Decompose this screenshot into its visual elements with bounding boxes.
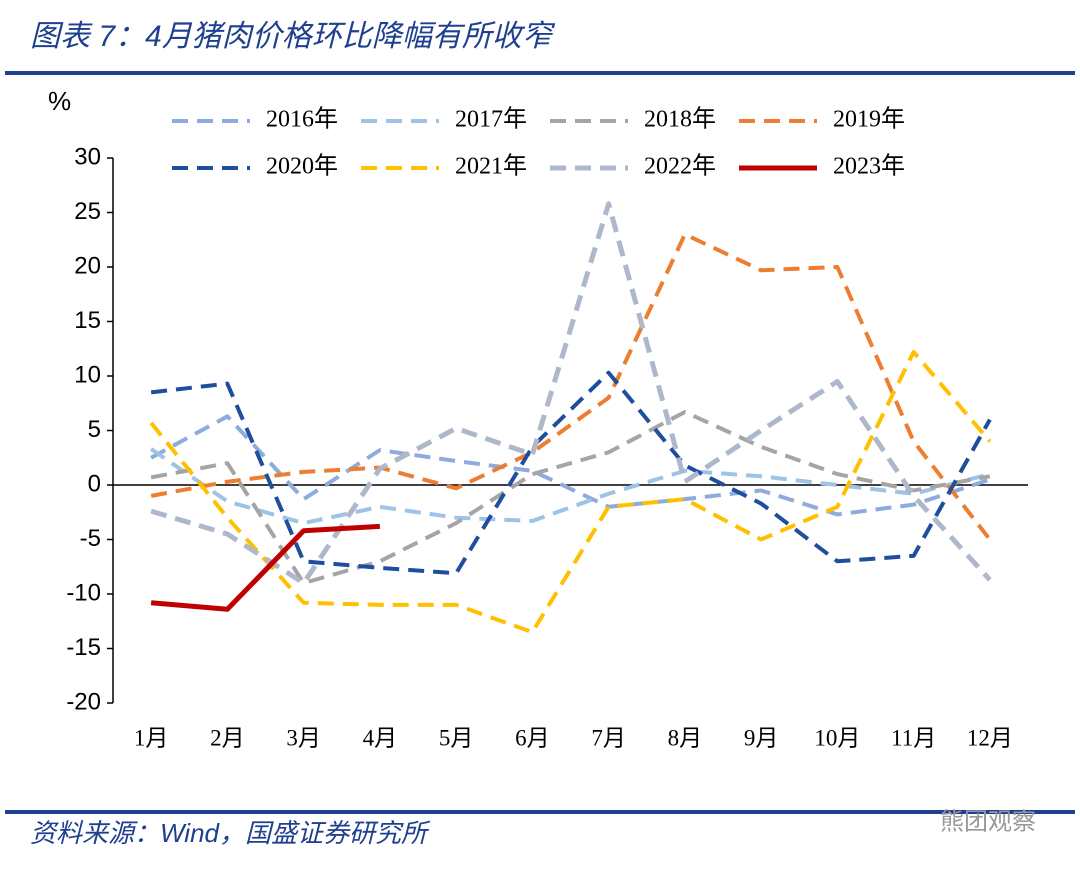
legend-label: 2021年 [455, 153, 527, 180]
y-tick-label: -20 [66, 688, 101, 715]
x-tick-label: 4月 [363, 725, 398, 750]
chart-title: 图表 7：4月猪肉价格环比降幅有所收窄 [30, 20, 556, 53]
y-tick-label: 15 [74, 307, 101, 334]
y-tick-label: 25 [74, 198, 101, 225]
series-line [150, 232, 992, 541]
series-line [150, 523, 381, 612]
x-tick-label: 7月 [591, 725, 626, 750]
y-tick-label: 0 [88, 470, 101, 497]
x-tick-label: 6月 [515, 725, 550, 750]
series-line [150, 201, 992, 586]
x-tick-label: 2月 [210, 725, 245, 750]
legend-label: 2023年 [833, 153, 905, 180]
title-rule [5, 71, 1075, 75]
y-tick-label: -15 [66, 634, 101, 661]
x-tick-label: 11月 [891, 725, 936, 750]
y-tick-label: 5 [88, 416, 101, 443]
source: 资料来源：Wind，国盛证券研究所 [30, 818, 431, 848]
legend-label: 2018年 [644, 106, 716, 133]
y-tick-label: 10 [74, 361, 101, 388]
x-tick-label: 5月 [439, 725, 474, 750]
y-tick-label: -10 [66, 579, 101, 606]
series-line [150, 414, 991, 517]
x-tick-label: 10月 [814, 725, 860, 750]
y-tick-label: -5 [80, 525, 101, 552]
x-tick-label: 3月 [286, 725, 321, 750]
x-tick-label: 9月 [744, 725, 779, 750]
watermark: 熊团观察 [940, 808, 1036, 835]
series-line [149, 350, 992, 635]
series-line [150, 370, 992, 576]
y-tick-label: 30 [74, 143, 101, 170]
x-tick-label: 1月 [134, 725, 169, 750]
legend-label: 2020年 [266, 153, 338, 180]
x-tick-label: 12月 [967, 725, 1013, 750]
legend-label: 2022年 [644, 153, 716, 180]
source-rule [5, 810, 1075, 814]
legend-label: 2017年 [455, 106, 527, 133]
y-tick-label: 20 [74, 252, 101, 279]
y-axis-label: % [48, 86, 71, 116]
legend-label: 2019年 [833, 106, 905, 133]
series-line [150, 409, 991, 586]
x-tick-label: 8月 [668, 725, 703, 750]
series-line [149, 447, 991, 526]
legend-label: 2016年 [266, 106, 338, 133]
